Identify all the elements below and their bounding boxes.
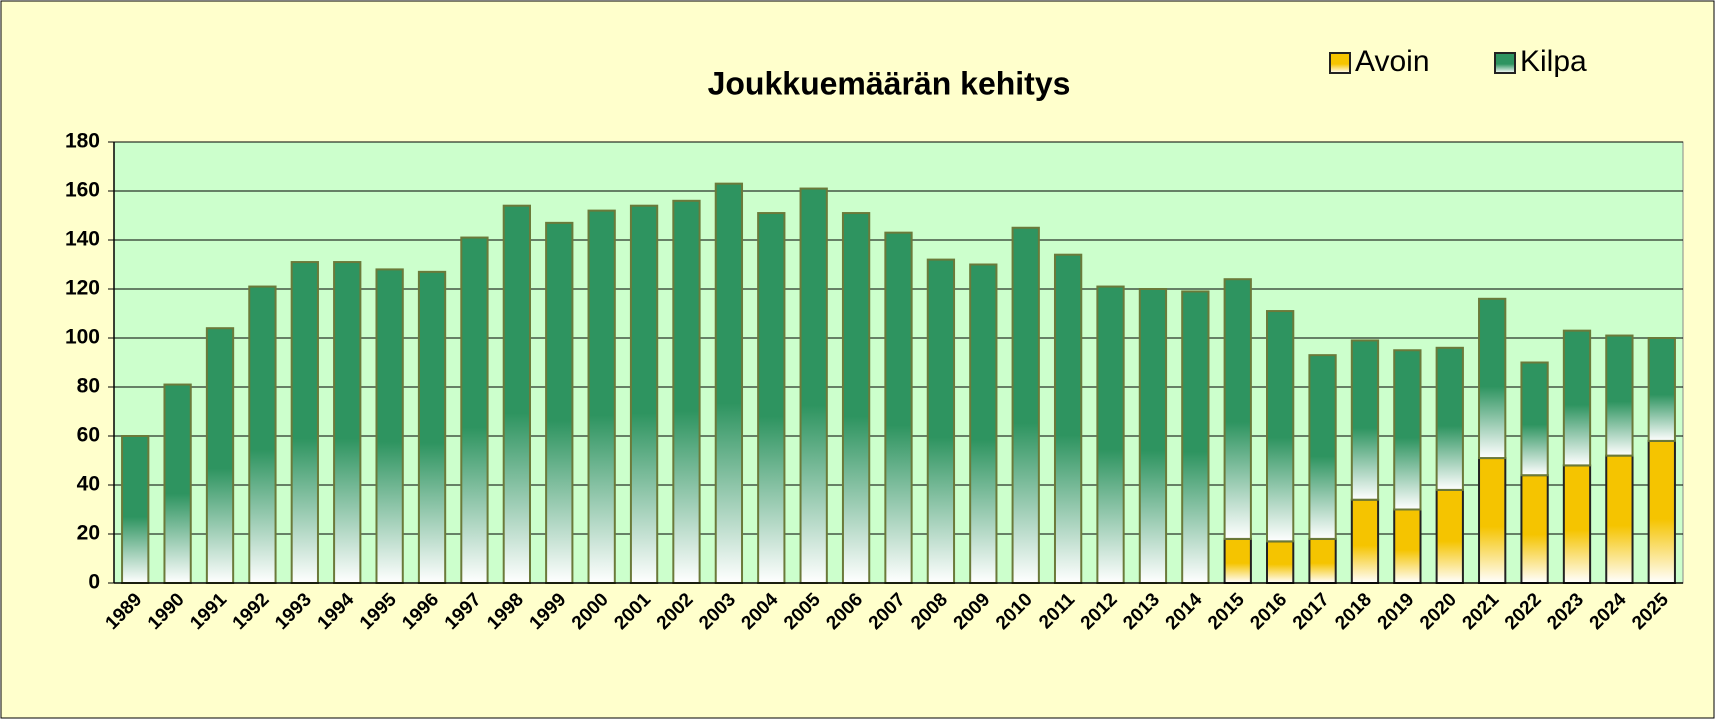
- y-tick-label: 120: [65, 277, 100, 300]
- legend-swatch: [1494, 52, 1516, 74]
- bar-segment: [1478, 297, 1507, 460]
- bar-segment: [1266, 540, 1295, 584]
- bar-segment: [1223, 537, 1252, 585]
- legend-label: Kilpa: [1520, 45, 1587, 78]
- bar-segment: [926, 258, 956, 584]
- bar-segment: [1350, 339, 1380, 501]
- bar-segment: [1138, 288, 1168, 584]
- bar-segment: [375, 268, 404, 584]
- bar-segment: [1181, 290, 1210, 584]
- bar-segment: [1350, 498, 1380, 585]
- bar-segment: [1393, 349, 1422, 511]
- bar-segment: [1562, 329, 1592, 467]
- bar-segment: [1266, 310, 1295, 543]
- y-tick-label: 100: [65, 326, 100, 349]
- bar-segment: [545, 221, 574, 584]
- bar-segment: [1435, 346, 1464, 491]
- bar-segment: [121, 435, 150, 584]
- bar-segment: [799, 187, 828, 585]
- bar-segment: [587, 209, 616, 584]
- bar-segment: [629, 204, 659, 584]
- bar-segment: [1011, 226, 1040, 584]
- bar-segment: [969, 263, 998, 584]
- bar-segment: [1562, 464, 1592, 584]
- bar-segment: [163, 383, 192, 584]
- bar-segment: [333, 261, 362, 584]
- bar-segment: [757, 212, 786, 585]
- bar-segment: [205, 327, 235, 585]
- bar-segment: [1096, 285, 1125, 584]
- bar-segment: [1435, 488, 1464, 584]
- bar-segment: [1647, 337, 1676, 442]
- y-tick-label: 80: [77, 375, 100, 398]
- bar-segment: [1647, 439, 1676, 584]
- bar-segment: [290, 261, 319, 584]
- bar-segment: [1605, 454, 1634, 585]
- bar-segment: [1605, 334, 1634, 457]
- bar-segment: [1053, 253, 1083, 584]
- bar-segment: [1520, 361, 1549, 477]
- bar-segment: [1223, 278, 1252, 540]
- bar-segment: [841, 212, 871, 585]
- chart-title: Joukkuemäärän kehitys: [708, 65, 1071, 101]
- legend-label: Avoin: [1355, 45, 1430, 78]
- bar-segment: [672, 199, 701, 585]
- y-tick-label: 0: [88, 571, 100, 594]
- bar-segment: [417, 270, 447, 584]
- bar-segment: [714, 182, 744, 584]
- y-tick-label: 180: [65, 130, 100, 153]
- bar-segment: [1478, 457, 1507, 584]
- y-tick-label: 20: [77, 522, 100, 545]
- bar-segment: [1393, 508, 1422, 584]
- bar-segment: [1520, 474, 1549, 585]
- bar-segment: [502, 204, 531, 584]
- legend-swatch: [1329, 52, 1351, 74]
- bar-segment: [248, 285, 277, 584]
- bar-segment: [1308, 537, 1337, 585]
- y-tick-label: 160: [65, 179, 100, 202]
- bar-segment: [1308, 354, 1337, 540]
- y-tick-label: 140: [65, 228, 100, 251]
- y-tick-label: 60: [77, 424, 100, 447]
- bar-segment: [884, 231, 913, 584]
- y-tick-label: 40: [77, 473, 100, 496]
- bar-segment: [460, 236, 489, 585]
